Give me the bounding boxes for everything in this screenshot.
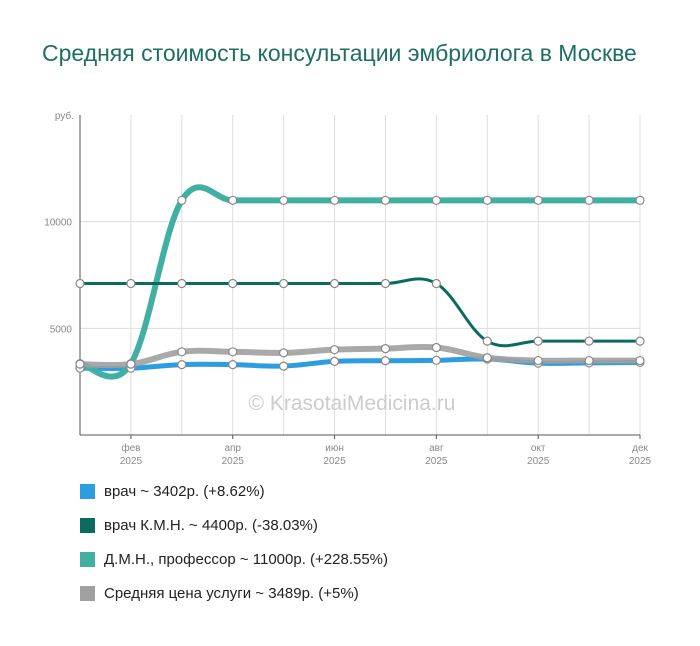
x-tick-label-month: окт: [531, 443, 546, 454]
x-tick-label-month: дек: [632, 443, 648, 454]
data-point-candidate: [482, 336, 492, 346]
data-point-professor: [431, 195, 441, 205]
data-point-doctor: [228, 360, 238, 370]
legend-swatch-candidate: [80, 518, 95, 533]
data-point-candidate: [279, 278, 289, 289]
data-point-professor: [533, 195, 543, 205]
data-point-doctor: [177, 360, 187, 370]
data-point-average: [380, 344, 391, 354]
data-point-doctor: [431, 355, 441, 365]
data-point-candidate: [126, 278, 136, 289]
data-point-candidate: [329, 278, 340, 289]
data-point-professor: [635, 195, 645, 205]
watermark-text: © KrasotaiMedicina.ru: [249, 392, 456, 415]
data-point-candidate: [177, 278, 187, 289]
data-point-professor: [329, 195, 340, 205]
data-point-doctor: [279, 361, 289, 371]
y-tick-label: 10000: [44, 218, 72, 229]
series-line-candidate: [78, 277, 642, 348]
x-tick-label-year: 2025: [527, 456, 550, 467]
y-tick-label: 5000: [50, 324, 73, 335]
data-point-candidate: [533, 336, 543, 346]
data-point-average: [126, 359, 136, 369]
y-axis-unit-label: руб.: [55, 110, 74, 122]
legend-item-professor[interactable]: Д.М.Н., профессор ~ 11000р. (+228.55%): [80, 551, 388, 568]
data-point-candidate: [584, 336, 594, 346]
x-tick-label-year: 2025: [323, 456, 346, 467]
data-point-professor: [279, 195, 289, 205]
legend-label-doctor: врач ~ 3402р. (+8.62%): [104, 483, 265, 500]
data-point-professor: [584, 195, 594, 205]
legend-label-average: Средняя цена услуги ~ 3489р. (+5%): [104, 585, 359, 602]
x-tick-label-month: фев: [121, 442, 140, 454]
chart-title: Средняя стоимость консультации эмбриолог…: [42, 40, 637, 66]
data-point-professor: [482, 195, 492, 205]
data-point-average: [533, 355, 543, 366]
x-tick-label-month: апр: [224, 443, 241, 454]
legend-label-candidate: врач К.М.Н. ~ 4400р. (-38.03%): [104, 517, 318, 534]
data-point-candidate: [228, 278, 238, 289]
x-tick-label-year: 2025: [425, 456, 448, 467]
data-point-average: [279, 348, 289, 358]
legend-item-candidate[interactable]: врач К.М.Н. ~ 4400р. (-38.03%): [80, 517, 388, 534]
data-point-average: [482, 353, 492, 363]
data-point-professor: [380, 195, 391, 205]
data-point-professor: [177, 195, 187, 205]
data-point-professor: [228, 195, 238, 205]
legend-swatch-doctor: [80, 484, 95, 499]
data-point-average: [431, 342, 441, 353]
data-point-average: [228, 347, 238, 357]
data-point-candidate: [635, 336, 645, 346]
data-point-average: [635, 355, 645, 366]
data-point-candidate: [380, 278, 391, 289]
legend-swatch-professor: [80, 552, 95, 567]
chart-legend: врач ~ 3402р. (+8.62%) врач К.М.Н. ~ 440…: [80, 483, 388, 619]
data-point-candidate: [431, 278, 441, 289]
data-point-average: [329, 345, 340, 355]
data-point-average: [584, 355, 594, 366]
legend-item-doctor[interactable]: врач ~ 3402р. (+8.62%): [80, 483, 388, 500]
x-tick-label-year: 2025: [120, 456, 143, 467]
legend-label-professor: Д.М.Н., профессор ~ 11000р. (+228.55%): [104, 551, 389, 568]
legend-item-average[interactable]: Средняя цена услуги ~ 3489р. (+5%): [80, 585, 388, 602]
data-point-average: [177, 347, 187, 357]
x-tick-label-year: 2025: [629, 456, 652, 467]
x-tick-label-month: авг: [429, 443, 444, 454]
x-tick-label-year: 2025: [222, 456, 245, 467]
legend-swatch-average: [80, 586, 95, 601]
data-point-average: [75, 359, 85, 369]
data-point-candidate: [75, 278, 85, 289]
x-tick-label-month: июн: [325, 443, 344, 454]
data-point-doctor: [329, 356, 340, 366]
data-point-doctor: [380, 356, 391, 366]
